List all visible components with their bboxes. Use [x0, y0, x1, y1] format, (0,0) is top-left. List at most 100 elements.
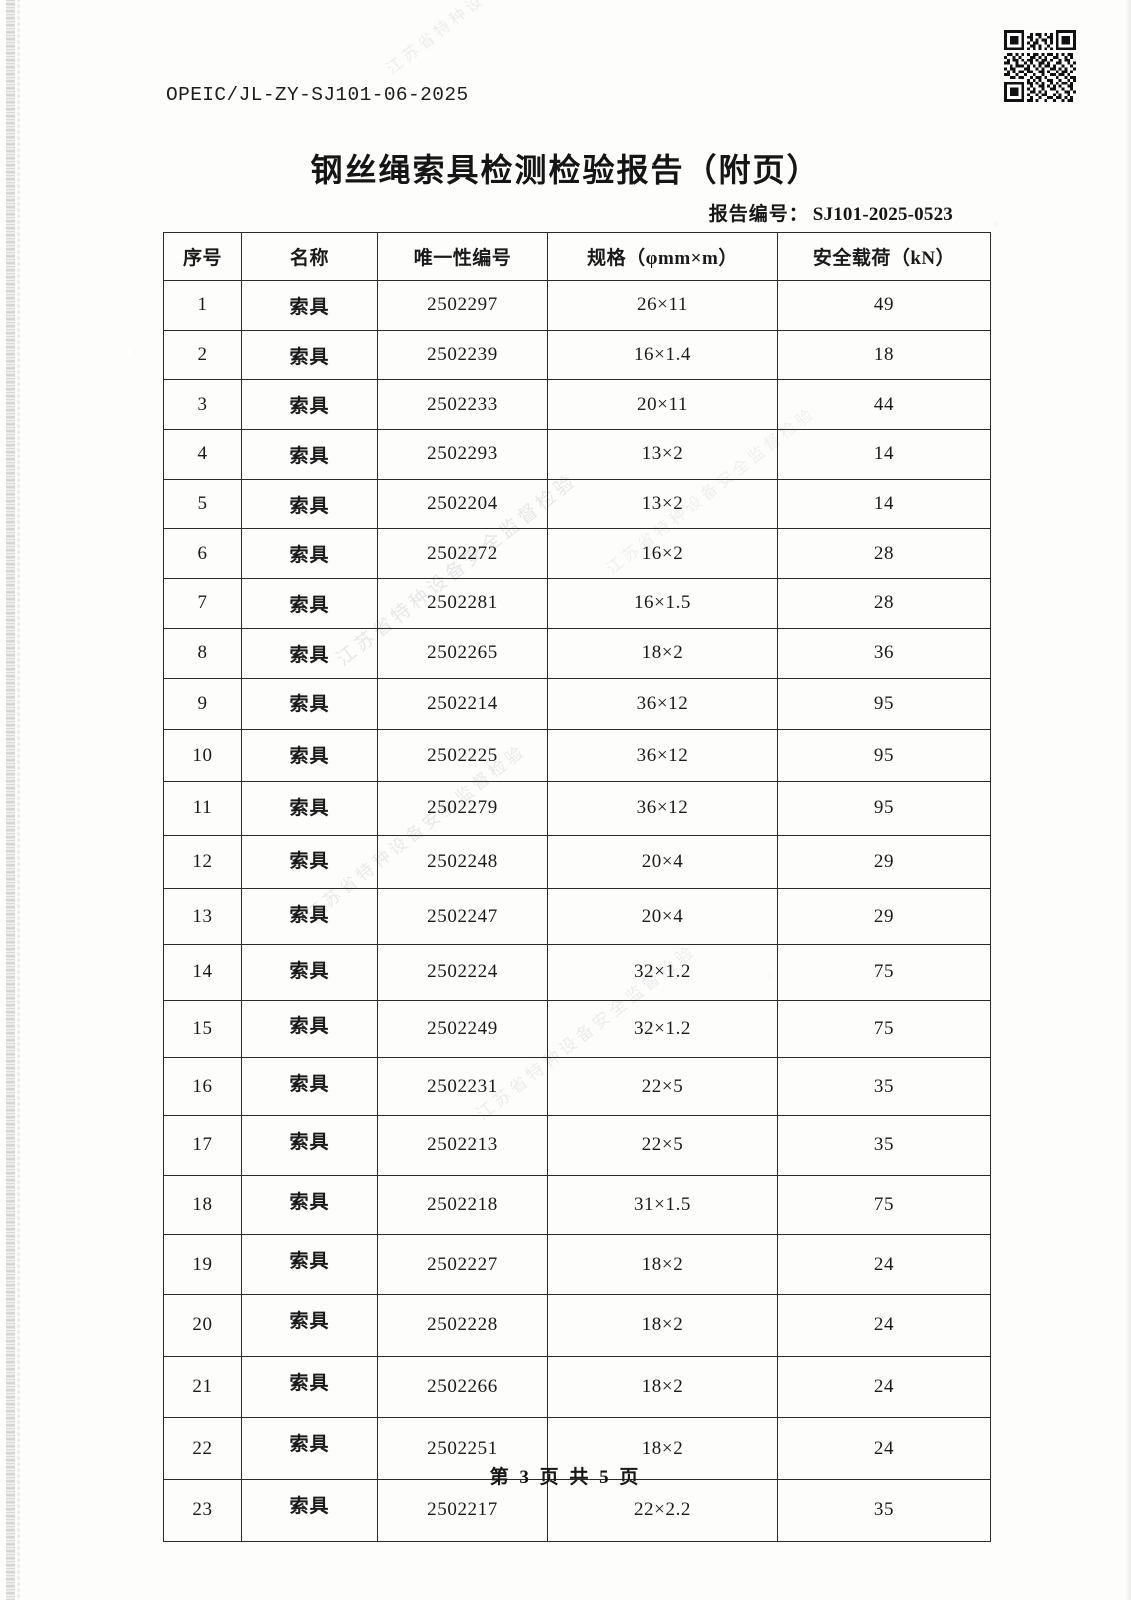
cell-item-name: 索具: [241, 329, 378, 381]
report-number-value: SJ101-2025-0523: [812, 204, 953, 225]
cell-item-name: 索具: [241, 729, 378, 782]
cell-unique-id: 2502265: [377, 627, 548, 679]
cell-index: 18: [163, 1174, 242, 1236]
cell-item-name: 索具: [241, 780, 378, 836]
cell-index: 16: [163, 1057, 242, 1116]
cell-item-name: 索具: [241, 1417, 378, 1481]
cell-safe-load: 14: [777, 429, 991, 480]
cell-safe-load: 14: [777, 478, 991, 530]
cell-item-name: 索具: [241, 1294, 378, 1357]
cell-specification: 18×2: [547, 627, 778, 679]
cell-safe-load: 95: [777, 729, 991, 782]
cell-index: 11: [163, 780, 242, 836]
cell-item-name: 索具: [241, 1057, 378, 1116]
cell-unique-id: 2502279: [377, 780, 548, 836]
column-header-load: 安全载荷（kN）: [777, 232, 991, 281]
cell-index: 2: [163, 329, 242, 381]
cell-item-name: 索具: [241, 1355, 378, 1419]
cell-specification: 18×2: [547, 1355, 778, 1419]
column-header-uid: 唯一性编号: [377, 232, 548, 281]
cell-unique-id: 2502239: [377, 329, 548, 381]
cell-safe-load: 75: [777, 999, 991, 1059]
cell-unique-id: 2502218: [377, 1174, 548, 1236]
table-row: 21 索具 2502266 18×2 24: [163, 1355, 991, 1419]
cell-unique-id: 2502297: [377, 280, 548, 331]
cell-specification: 36×12: [547, 677, 778, 731]
cell-unique-id: 2502272: [377, 528, 548, 580]
cell-specification: 16×2: [547, 528, 778, 580]
table-row: 2 索具 2502239 16×1.4 18: [163, 329, 991, 381]
cell-safe-load: 95: [777, 780, 991, 836]
cell-unique-id: 2502251: [377, 1417, 548, 1481]
cell-safe-load: 35: [777, 1115, 991, 1176]
qr-code: [1004, 30, 1076, 102]
cell-index: 5: [163, 478, 242, 530]
cell-safe-load: 36: [777, 627, 991, 679]
cell-unique-id: 2502293: [377, 429, 548, 480]
cell-item-name: 索具: [241, 1234, 378, 1296]
cell-item-name: 索具: [241, 627, 378, 679]
cell-unique-id: 2502266: [377, 1355, 548, 1419]
report-number-label: 报告编号：: [708, 204, 809, 225]
cell-specification: 32×1.2: [547, 999, 778, 1059]
cell-unique-id: 2502214: [377, 677, 548, 731]
table-body: 1 索具 2502297 26×11 49 2 索具 2502239 16×1.4 18 3 索具 25…: [163, 280, 991, 1542]
page-title: 钢丝绳索具检测检验报告（附页）: [310, 151, 821, 189]
inspection-table-container: 序号 名称 唯一性编号 规格（φmm×m） 安全载荷（kN） 1 索具 250229…: [163, 232, 991, 1542]
cell-index: 23: [163, 1479, 242, 1542]
table-row: 3 索具 2502233 20×11 44: [163, 379, 991, 431]
cell-unique-id: 2502227: [377, 1234, 548, 1296]
table-row: 4 索具 2502293 13×2 14: [163, 429, 991, 480]
cell-specification: 22×5: [547, 1115, 778, 1176]
cell-item-name: 索具: [241, 834, 378, 890]
cell-index: 19: [163, 1234, 242, 1296]
cell-safe-load: 28: [777, 528, 991, 580]
cell-unique-id: 2502247: [377, 888, 548, 945]
cell-safe-load: 24: [777, 1294, 991, 1357]
cell-specification: 22×5: [547, 1057, 778, 1116]
cell-item-name: 索具: [241, 280, 378, 331]
cell-specification: 36×12: [547, 729, 778, 782]
table-row: 6 索具 2502272 16×2 28: [163, 528, 991, 580]
table-row: 7 索具 2502281 16×1.5 28: [163, 578, 991, 629]
table-row: 19 索具 2502227 18×2 24: [163, 1234, 991, 1296]
cell-specification: 13×2: [547, 429, 778, 480]
cell-unique-id: 2502224: [377, 943, 548, 1001]
table-row: 16 索具 2502231 22×5 35: [163, 1057, 991, 1116]
cell-index: 17: [163, 1115, 242, 1176]
table-row: 11 索具 2502279 36×12 95: [163, 780, 991, 836]
scan-edge-artifact-right: [1126, 0, 1131, 1600]
cell-index: 20: [163, 1294, 242, 1357]
cell-safe-load: 28: [777, 578, 991, 629]
cell-safe-load: 75: [777, 943, 991, 1001]
table-row: 20 索具 2502228 18×2 24: [163, 1294, 991, 1357]
cell-index: 12: [163, 834, 242, 890]
table-row: 9 索具 2502214 36×12 95: [163, 677, 991, 731]
report-number: 报告编号： SJ101-2025-0523: [709, 199, 953, 226]
cell-specification: 36×12: [547, 780, 778, 836]
cell-unique-id: 2502213: [377, 1115, 548, 1176]
column-header-spec: 规格（φmm×m）: [547, 232, 778, 281]
inspection-table: 序号 名称 唯一性编号 规格（φmm×m） 安全载荷（kN） 1 索具 250229…: [163, 232, 991, 1542]
cell-specification: 20×4: [547, 834, 778, 890]
cell-index: 21: [163, 1355, 242, 1419]
cell-item-name: 索具: [241, 478, 378, 530]
table-row: 14 索具 2502224 32×1.2 75: [163, 943, 991, 1001]
cell-specification: 22×2.2: [547, 1479, 778, 1542]
cell-safe-load: 44: [777, 379, 991, 431]
cell-item-name: 索具: [241, 1115, 378, 1176]
cell-item-name: 索具: [241, 999, 378, 1059]
cell-specification: 32×1.2: [547, 943, 778, 1001]
page-footer: 第 3 页 共 5 页: [489, 1467, 642, 1488]
cell-specification: 18×2: [547, 1234, 778, 1296]
table-row: 10 索具 2502225 36×12 95: [163, 729, 991, 782]
cell-specification: 18×2: [547, 1294, 778, 1357]
cell-unique-id: 2502248: [377, 834, 548, 890]
cell-index: 3: [163, 379, 242, 431]
cell-unique-id: 2502231: [377, 1057, 548, 1116]
scan-edge-artifact-left-2: [17, 0, 20, 1600]
table-row: 8 索具 2502265 18×2 36: [163, 627, 991, 679]
table-row: 1 索具 2502297 26×11 49: [163, 280, 991, 331]
cell-unique-id: 2502204: [377, 478, 548, 530]
